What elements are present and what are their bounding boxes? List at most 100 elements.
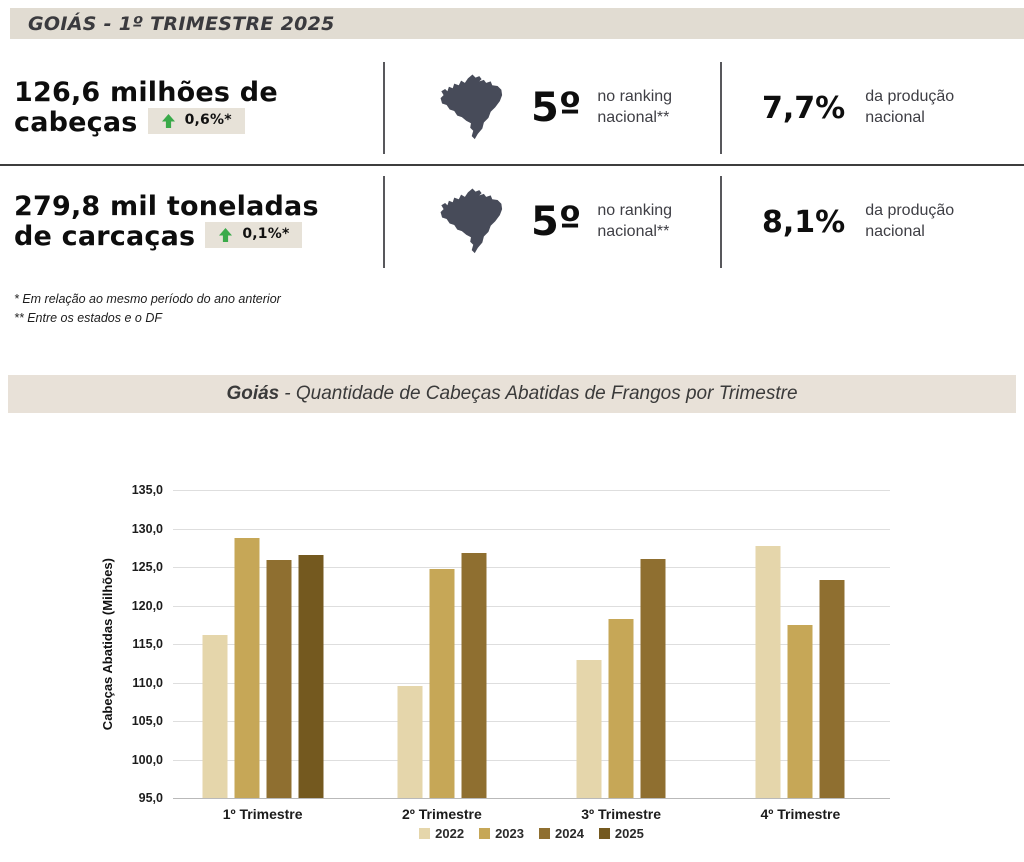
- rank-value: 5º: [530, 85, 582, 131]
- y-axis-tick: 100,0: [131, 752, 163, 767]
- bar-2022: [576, 660, 602, 798]
- page-title: GOIÁS - 1º TRIMESTRE 2025: [28, 12, 335, 35]
- headline-line1: 279,8 mil toneladas: [14, 190, 319, 222]
- up-arrow-icon: [161, 114, 175, 128]
- gridline: [173, 490, 890, 491]
- bar-group: [755, 546, 845, 798]
- rank-label: no ranking nacional**: [597, 87, 672, 129]
- headline-text: 126,6 milhões de cabeças 0,6%*: [14, 76, 383, 138]
- chart-title-rest: - Quantidade de Cabeças Abatidas de Fran…: [284, 383, 798, 404]
- share-label-line2: nacional: [865, 223, 925, 240]
- plot-area: Cabeças Abatidas (Milhões) 95,0 100,0 105,…: [100, 483, 890, 822]
- bar-group: [576, 558, 666, 798]
- footnote-1: * Em relação ao mesmo período do ano ant…: [14, 292, 281, 306]
- share-label: da produção nacional: [865, 87, 954, 129]
- rank-block: 5º no ranking nacional**: [385, 70, 720, 146]
- y-axis-tick: 105,0: [131, 714, 163, 728]
- bar-group: [397, 553, 487, 798]
- y-axis-title: Cabeças Abatidas (Milhões): [100, 557, 115, 731]
- vertical-divider: [720, 176, 722, 268]
- legend-swatch: [479, 828, 491, 839]
- rank-label-line2: nacional**: [597, 109, 670, 126]
- brazil-map-icon: [433, 70, 515, 146]
- bar-2025: [298, 554, 324, 798]
- rank-value: 5º: [530, 199, 582, 245]
- gridline: [173, 759, 890, 761]
- legend-label: 2022: [435, 826, 465, 841]
- legend-label: 2025: [614, 826, 644, 841]
- bar-2023: [429, 568, 455, 798]
- gridline: [173, 721, 890, 722]
- legend-swatch: [419, 828, 431, 839]
- legend-item-2022: 2022: [419, 826, 464, 841]
- headline-text: 279,8 mil toneladas de carcaças 0,1%*: [14, 190, 383, 252]
- stat-row-heads: 126,6 milhões de cabeças 0,6%* 5º no rank…: [0, 52, 1024, 164]
- bar-2024: [640, 558, 666, 798]
- chart-legend: 2022 2023 2024 2025: [173, 826, 890, 841]
- vertical-divider: [383, 176, 385, 268]
- gridline: [173, 567, 890, 568]
- x-axis-label: 2º Trimestre: [401, 806, 482, 822]
- headline-line2: de carcaças: [14, 221, 196, 252]
- stats-section: 126,6 milhões de cabeças 0,6%* 5º no rank…: [0, 52, 1024, 329]
- rank-label-line1: no ranking: [597, 202, 673, 220]
- change-badge: 0,6%*: [147, 108, 245, 134]
- share-block: 8,1% da produção nacional: [722, 201, 1024, 243]
- y-axis-tick: 135,0: [131, 483, 163, 497]
- bar-2024: [819, 580, 845, 798]
- y-axis-tick: 125,0: [131, 560, 163, 574]
- x-axis-label: 3º Trimestre: [581, 806, 662, 822]
- share-value: 7,7%: [762, 90, 846, 126]
- legend-swatch: [598, 828, 610, 839]
- y-axis-tick: 110,0: [132, 675, 163, 690]
- share-label: da produção nacional: [865, 201, 954, 243]
- brazil-map-icon: [433, 184, 515, 260]
- rank-label-line2: nacional**: [597, 223, 670, 240]
- rank-label-line1: no ranking: [597, 88, 673, 106]
- bar-2023: [608, 619, 634, 798]
- rank-label: no ranking nacional**: [597, 201, 672, 243]
- gridline: [173, 528, 890, 530]
- bar-group: [202, 537, 324, 798]
- change-value: 0,6%*: [184, 112, 232, 129]
- headline-line2: cabeças: [14, 107, 138, 138]
- stat-row-tonnage: 279,8 mil toneladas de carcaças 0,1%* 5º …: [0, 166, 1024, 278]
- y-axis-tick: 120,0: [131, 598, 163, 613]
- change-badge: 0,1%*: [205, 222, 303, 248]
- y-axis-tick: 95,0: [138, 791, 163, 805]
- footnote-2: ** Entre os estados e o DF: [14, 311, 162, 326]
- legend-item-2023: 2023: [479, 826, 524, 841]
- headline-line1: 126,6 milhões de: [14, 76, 278, 108]
- y-axis-tick: 130,0: [131, 521, 163, 536]
- headline-heads: 126,6 milhões de cabeças 0,6%*: [0, 76, 383, 138]
- x-axis-label: 4º Trimestre: [760, 806, 841, 822]
- vertical-divider: [720, 62, 722, 154]
- chart-title-banner: Goiás - Quantidade de Cabeças Abatidas d…: [8, 375, 1016, 413]
- bar-2024: [461, 553, 487, 798]
- legend-swatch: [539, 828, 550, 839]
- gridline: [173, 644, 890, 645]
- footnotes: * Em relação ao mesmo período do ano ant…: [14, 290, 1024, 329]
- header-bar: GOIÁS - 1º TRIMESTRE 2025: [10, 8, 1024, 39]
- y-axis-tick: 115,0: [132, 637, 163, 651]
- row-divider: [0, 164, 1024, 166]
- rank-block: 5º no ranking nacional**: [385, 184, 720, 260]
- gridline: [173, 605, 890, 607]
- bar-2022: [755, 546, 781, 798]
- gridline: [173, 682, 890, 684]
- legend-label: 2023: [495, 826, 524, 841]
- headline-tonnage: 279,8 mil toneladas de carcaças 0,1%*: [0, 190, 383, 252]
- legend-item-2025: 2025: [598, 826, 644, 841]
- share-block: 7,7% da produção nacional: [722, 87, 1024, 129]
- up-arrow-icon: [219, 228, 233, 242]
- legend-item-2024: 2024: [539, 826, 584, 841]
- bar-chart: Cabeças Abatidas (Milhões) 95,0 100,0 105,…: [100, 483, 890, 841]
- vertical-divider: [383, 62, 385, 154]
- share-value: 8,1%: [762, 204, 846, 240]
- share-label-line1: da produção: [865, 202, 955, 220]
- bar-2023: [787, 624, 813, 798]
- bar-2022: [397, 686, 423, 798]
- share-label-line2: nacional: [865, 109, 925, 126]
- bar-2023: [234, 537, 260, 798]
- bar-2022: [202, 634, 228, 798]
